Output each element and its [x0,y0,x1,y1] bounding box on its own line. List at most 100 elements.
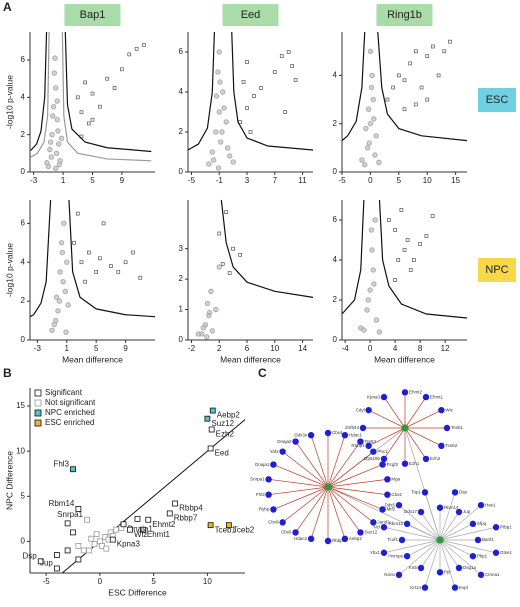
edge [327,486,361,533]
point [54,117,60,123]
node [341,535,349,543]
edge [310,486,329,539]
edge [327,478,388,488]
row-label-box [478,258,516,282]
node-label: Gtse1 [500,550,513,555]
column-header-box [222,4,279,26]
point-label: Tceb1 [215,525,237,534]
point-label: Rbm14 [49,499,75,508]
y-axis-label: -log10 p-value [4,75,14,129]
x-tick-label: 10 [423,176,432,185]
node [357,438,364,445]
significant-point [430,214,435,218]
x-tick-label: 15 [451,176,460,185]
point [367,48,374,55]
point [221,105,227,111]
x-tick-label: -5 [43,577,51,586]
point [362,162,368,168]
x-tick-label: 9 [120,176,125,185]
threshold-curve [187,31,215,151]
point [53,165,59,171]
panel-label: B [3,366,12,380]
node-label: Krt5 [409,565,418,570]
y-tick-label: 6 [21,55,26,64]
point [364,145,371,151]
edge [439,523,474,541]
node [380,393,388,401]
x-tick-label: -5 [338,176,346,185]
y-tick-label: 2 [21,130,26,139]
significant-point [231,246,235,251]
significant-point [385,97,390,102]
point [145,516,152,523]
significant-point [414,102,418,107]
x-axis-label: Mean difference [62,354,123,364]
node [307,431,315,439]
point [219,129,225,135]
significant-point [396,73,401,78]
node [438,442,445,450]
point-label: Rbbp4 [179,504,203,513]
row-label: ESC [486,94,509,106]
point [57,269,63,275]
edge [383,396,406,429]
y-tick-label: 6 [21,218,26,227]
y-tick-label: 0 [21,335,26,344]
node [384,476,391,483]
legend-swatch [34,409,42,417]
point [373,317,380,323]
point [49,131,55,138]
point [230,159,236,165]
column-header: Ring1b [387,9,422,21]
point [370,96,376,103]
node-label: Rbm14 [444,505,459,510]
significant-point [419,85,424,90]
point [365,297,371,303]
node [492,524,500,531]
point [65,302,71,308]
y-tick-label: 4 [333,71,338,80]
edge [327,486,388,496]
node-label: Cbx8 [268,520,279,525]
node-label: Suz12 [364,530,377,535]
point [207,445,214,452]
hub-node [436,536,444,544]
significant-point [290,64,295,68]
node-label: Sfpq [477,521,487,526]
edge [383,427,406,460]
point [50,113,56,119]
point [80,547,87,554]
point [204,300,211,307]
y-axis-label: NPC Difference [4,451,14,510]
point [75,556,82,563]
node [421,584,429,591]
node-label: Ncl [373,524,380,529]
point [206,309,213,316]
x-tick-label: 1 [61,176,66,185]
y-tick-label: 1 [179,305,184,314]
x-tick-label: -1 [216,176,224,185]
node [438,406,445,414]
x-tick-label: 5 [151,577,156,586]
node [398,536,406,544]
point [37,558,44,565]
y-tick-label: 0 [179,335,184,344]
significant-point [418,242,422,246]
node [436,569,444,576]
node [474,536,482,544]
point [209,149,216,155]
significant-point [75,211,80,216]
node [421,489,429,496]
significant-point [248,130,253,134]
edge [268,478,329,488]
edge [295,486,329,533]
node-label: Mtf2 [387,507,396,512]
node-label: Hnrnpu [388,553,403,558]
point [373,133,379,139]
significant-point [98,104,102,109]
point [55,141,62,147]
point [109,536,116,543]
point [62,288,68,295]
node [379,461,386,468]
